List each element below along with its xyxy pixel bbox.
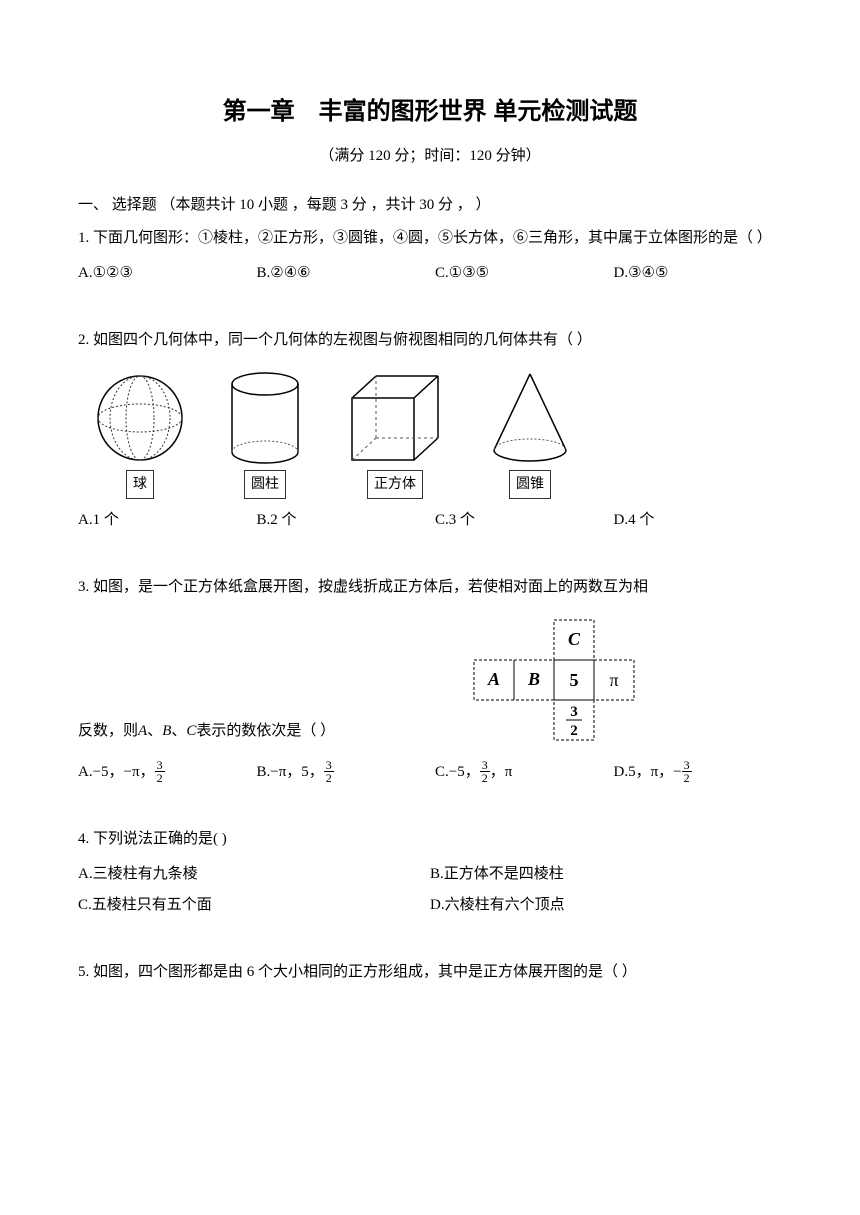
svg-text:B: B: [527, 669, 540, 689]
cube-net-diagram: C A B 5 π 3 2: [469, 615, 679, 745]
cube-icon: [340, 368, 450, 468]
q2-opt-b: B.2 个: [257, 507, 426, 534]
section-1-header: 一、 选择题 （本题共计 10 小题 ，每题 3 分 ，共计 30 分 ， ）: [78, 192, 782, 219]
q5-text: 5. 如图，四个图形都是由 6 个大小相同的正方形组成，其中是正方体展开图的是（…: [78, 959, 782, 986]
cone-icon: [480, 368, 580, 468]
cylinder-icon: [220, 368, 310, 468]
cone-label: 圆锥: [509, 470, 551, 499]
question-4: 4. 下列说法正确的是( ) A.三棱柱有九条棱 B.正方体不是四棱柱 C.五棱…: [78, 826, 782, 919]
page-title: 第一章 丰富的图形世界 单元检测试题: [78, 90, 782, 133]
q3-text-1: 3. 如图，是一个正方体纸盒展开图，按虚线折成正方体后，若使相对面上的两数互为相: [78, 574, 782, 601]
q2-options: A.1 个 B.2 个 C.3 个 D.4 个: [78, 507, 782, 534]
q3-opt-c: C.−5，32，π: [435, 759, 604, 786]
q4-opt-a: A.三棱柱有九条棱: [78, 861, 430, 888]
q1-opt-b: B.②④⑥: [257, 260, 426, 287]
question-2: 2. 如图四个几何体中，同一个几何体的左视图与俯视图相同的几何体共有（ ） 球 …: [78, 327, 782, 534]
q2-opt-a: A.1 个: [78, 507, 247, 534]
q3-text-2: 反数，则A、B、C表示的数依次是（ ）: [78, 718, 335, 745]
page-subtitle: （满分 120 分；时间：120 分钟）: [78, 143, 782, 170]
q4-opt-d: D.六棱柱有六个顶点: [430, 892, 782, 919]
shape-cone: 圆锥: [480, 368, 580, 499]
svg-text:A: A: [487, 669, 500, 689]
q1-options: A.①②③ B.②④⑥ C.①③⑤ D.③④⑤: [78, 260, 782, 287]
question-3: 3. 如图，是一个正方体纸盒展开图，按虚线折成正方体后，若使相对面上的两数互为相…: [78, 574, 782, 786]
q2-shapes: 球 圆柱 正方体: [90, 368, 782, 499]
question-5: 5. 如图，四个图形都是由 6 个大小相同的正方形组成，其中是正方体展开图的是（…: [78, 959, 782, 986]
q3-opt-d: D.5，π，−32: [614, 759, 783, 786]
q3-opt-b: B.−π，5，32: [257, 759, 426, 786]
svg-text:2: 2: [570, 723, 578, 739]
q3-opt-a: A.−5，−π，32: [78, 759, 247, 786]
shape-cylinder: 圆柱: [220, 368, 310, 499]
q1-opt-c: C.①③⑤: [435, 260, 604, 287]
q2-opt-c: C.3 个: [435, 507, 604, 534]
cube-label: 正方体: [367, 470, 423, 499]
q1-opt-d: D.③④⑤: [614, 260, 783, 287]
shape-cube: 正方体: [340, 368, 450, 499]
svg-text:π: π: [609, 670, 618, 690]
q4-opt-b: B.正方体不是四棱柱: [430, 861, 782, 888]
shape-sphere: 球: [90, 368, 190, 499]
sphere-icon: [90, 368, 190, 468]
q2-opt-d: D.4 个: [614, 507, 783, 534]
svg-text:C: C: [568, 629, 581, 649]
q1-opt-a: A.①②③: [78, 260, 247, 287]
q3-options: A.−5，−π，32 B.−π，5，32 C.−5，32，π D.5，π，−32: [78, 759, 782, 786]
q4-text: 4. 下列说法正确的是( ): [78, 826, 782, 853]
q2-text: 2. 如图四个几何体中，同一个几何体的左视图与俯视图相同的几何体共有（ ）: [78, 327, 782, 354]
svg-text:5: 5: [569, 670, 578, 690]
cylinder-label: 圆柱: [244, 470, 286, 499]
svg-text:3: 3: [570, 704, 578, 720]
sphere-label: 球: [126, 470, 154, 499]
question-1: 1. 下面几何图形：①棱柱，②正方形，③圆锥，④圆，⑤长方体，⑥三角形，其中属于…: [78, 225, 782, 287]
q4-opt-c: C.五棱柱只有五个面: [78, 892, 430, 919]
q1-text: 1. 下面几何图形：①棱柱，②正方形，③圆锥，④圆，⑤长方体，⑥三角形，其中属于…: [78, 225, 782, 252]
q4-options: A.三棱柱有九条棱 B.正方体不是四棱柱 C.五棱柱只有五个面 D.六棱柱有六个…: [78, 861, 782, 919]
